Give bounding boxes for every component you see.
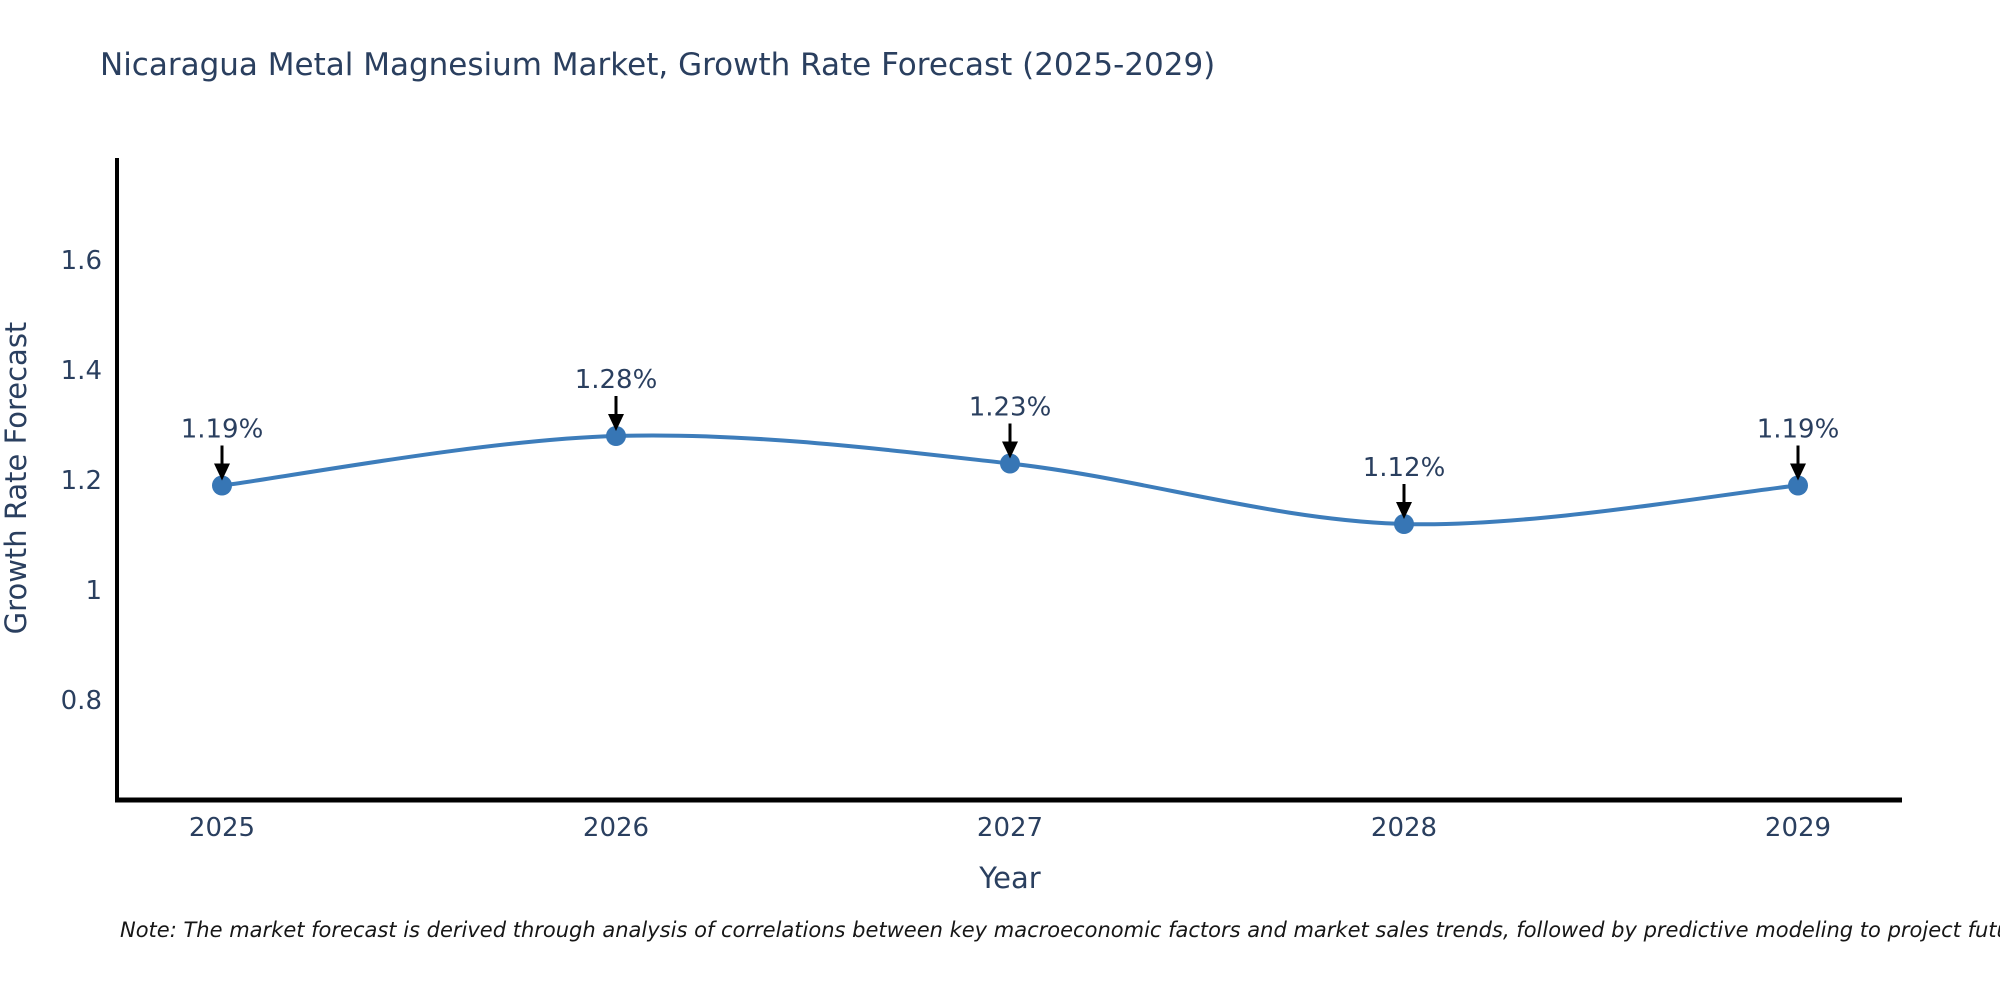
chart-title: Nicaragua Metal Magnesium Market, Growth… xyxy=(100,47,1216,83)
annotation-arrowhead xyxy=(1002,441,1018,459)
data-point-marker[interactable] xyxy=(606,426,626,446)
point-annotations: 1.19% 1.28% 1.23% 1.12% 1.19% xyxy=(181,365,1840,519)
annotation-arrowhead xyxy=(214,463,230,481)
y-tick-label: 1.4 xyxy=(61,356,102,386)
x-tick-label: 2029 xyxy=(1765,813,1831,843)
x-tick-label: 2026 xyxy=(583,813,649,843)
y-tick-label: 1.2 xyxy=(61,466,102,496)
x-tick-label: 2028 xyxy=(1371,813,1437,843)
y-tick-label: 1.6 xyxy=(61,246,102,276)
y-axis-title: Growth Rate Forecast xyxy=(0,322,33,635)
data-point-marker[interactable] xyxy=(1788,475,1808,496)
data-point-marker[interactable] xyxy=(1394,514,1414,534)
point-annotation-label: 1.23% xyxy=(969,393,1052,423)
annotation-arrowhead xyxy=(1790,463,1806,481)
annotation-arrowhead xyxy=(608,414,624,431)
y-axis-tick-labels: 1.6 1.4 1.2 1 0.8 xyxy=(61,246,102,716)
x-tick-label: 2027 xyxy=(977,813,1043,843)
data-point-marker[interactable] xyxy=(1000,453,1020,474)
line-series xyxy=(212,426,1808,534)
y-tick-label: 1 xyxy=(85,576,102,606)
data-point-marker[interactable] xyxy=(212,475,232,496)
x-tick-label: 2025 xyxy=(189,813,255,843)
chart-note: Note: The market forecast is derived thr… xyxy=(120,918,2000,942)
point-annotation-label: 1.28% xyxy=(575,365,658,395)
point-annotation-label: 1.19% xyxy=(181,415,264,445)
annotation-arrowhead xyxy=(1396,502,1412,519)
x-axis-title: Year xyxy=(978,861,1040,895)
point-annotation-label: 1.19% xyxy=(1757,415,1840,445)
x-axis-tick-labels: 2025 2026 2027 2028 2029 xyxy=(189,813,1831,843)
point-annotation-label: 1.12% xyxy=(1363,453,1446,483)
y-tick-label: 0.8 xyxy=(61,686,102,716)
